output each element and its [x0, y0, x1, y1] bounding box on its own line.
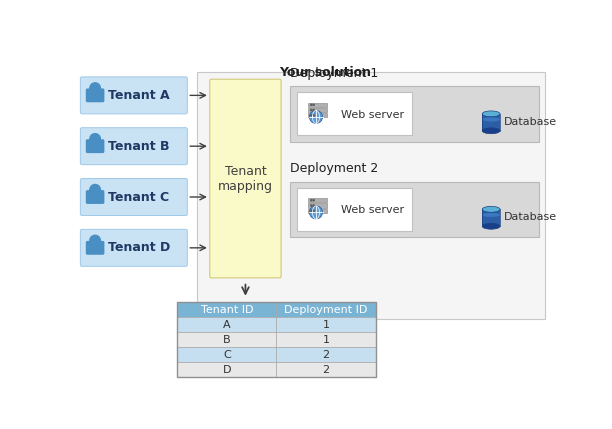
- Circle shape: [313, 205, 315, 206]
- Text: Database: Database: [504, 212, 557, 222]
- Text: Tenant B: Tenant B: [108, 140, 170, 153]
- Circle shape: [313, 115, 315, 116]
- Text: Tenant ID: Tenant ID: [201, 305, 253, 314]
- Bar: [177, 317, 277, 332]
- Bar: [177, 332, 277, 347]
- FancyBboxPatch shape: [80, 230, 187, 266]
- Bar: [177, 347, 277, 362]
- Bar: [308, 203, 327, 208]
- Circle shape: [313, 104, 315, 106]
- Circle shape: [310, 110, 323, 124]
- Circle shape: [90, 83, 100, 93]
- Text: Tenant C: Tenant C: [108, 190, 170, 203]
- Bar: [277, 347, 376, 362]
- Circle shape: [311, 199, 312, 201]
- Bar: [277, 302, 376, 317]
- Text: D: D: [223, 365, 231, 375]
- FancyBboxPatch shape: [80, 128, 187, 165]
- FancyBboxPatch shape: [86, 190, 105, 204]
- Text: Deployment 2: Deployment 2: [289, 163, 378, 175]
- Bar: [90, 239, 100, 245]
- Circle shape: [313, 109, 315, 111]
- Circle shape: [311, 104, 312, 106]
- Text: Deployment 1: Deployment 1: [289, 67, 378, 80]
- Bar: [90, 138, 100, 143]
- Circle shape: [311, 115, 312, 116]
- Bar: [308, 103, 327, 107]
- Text: Your solution: Your solution: [280, 66, 371, 79]
- Bar: [308, 208, 327, 213]
- Circle shape: [90, 134, 100, 144]
- Bar: [308, 108, 327, 112]
- Circle shape: [90, 184, 100, 195]
- Text: Database: Database: [504, 117, 557, 127]
- Ellipse shape: [482, 224, 500, 229]
- Bar: [277, 332, 376, 347]
- Ellipse shape: [482, 213, 500, 217]
- Bar: [297, 92, 412, 136]
- Ellipse shape: [482, 128, 500, 134]
- Bar: [297, 188, 412, 231]
- Circle shape: [313, 199, 315, 201]
- Ellipse shape: [482, 118, 500, 121]
- Bar: [482, 209, 500, 226]
- Bar: [177, 302, 376, 377]
- Text: C: C: [223, 350, 231, 360]
- FancyBboxPatch shape: [86, 88, 105, 102]
- Bar: [90, 87, 100, 92]
- Text: Deployment ID: Deployment ID: [285, 305, 368, 314]
- Text: Web server: Web server: [341, 205, 404, 215]
- Text: B: B: [223, 335, 231, 344]
- Bar: [308, 198, 327, 202]
- Text: A: A: [223, 320, 231, 329]
- Bar: [277, 362, 376, 377]
- Bar: [482, 114, 500, 131]
- Circle shape: [313, 210, 315, 211]
- Text: 1: 1: [323, 320, 329, 329]
- FancyBboxPatch shape: [80, 77, 187, 114]
- Text: Web server: Web server: [341, 110, 404, 120]
- FancyBboxPatch shape: [86, 241, 105, 255]
- Bar: [90, 188, 100, 194]
- Text: Tenant D: Tenant D: [108, 242, 171, 254]
- Bar: [196, 72, 545, 319]
- Circle shape: [311, 205, 312, 206]
- FancyBboxPatch shape: [80, 178, 187, 215]
- Ellipse shape: [482, 206, 500, 212]
- Ellipse shape: [482, 111, 500, 117]
- Bar: [277, 317, 376, 332]
- FancyBboxPatch shape: [86, 139, 105, 153]
- Bar: [177, 362, 277, 377]
- Text: Tenant
mapping: Tenant mapping: [218, 165, 273, 193]
- Circle shape: [311, 109, 312, 111]
- Bar: [289, 181, 539, 237]
- Bar: [177, 302, 277, 317]
- Circle shape: [311, 210, 312, 211]
- Text: Tenant A: Tenant A: [108, 89, 170, 102]
- FancyBboxPatch shape: [210, 79, 281, 278]
- Text: 2: 2: [323, 350, 330, 360]
- Circle shape: [90, 235, 100, 246]
- Bar: [289, 86, 539, 142]
- Circle shape: [310, 206, 323, 219]
- Text: 1: 1: [323, 335, 329, 344]
- Bar: [308, 113, 327, 118]
- Text: 2: 2: [323, 365, 330, 375]
